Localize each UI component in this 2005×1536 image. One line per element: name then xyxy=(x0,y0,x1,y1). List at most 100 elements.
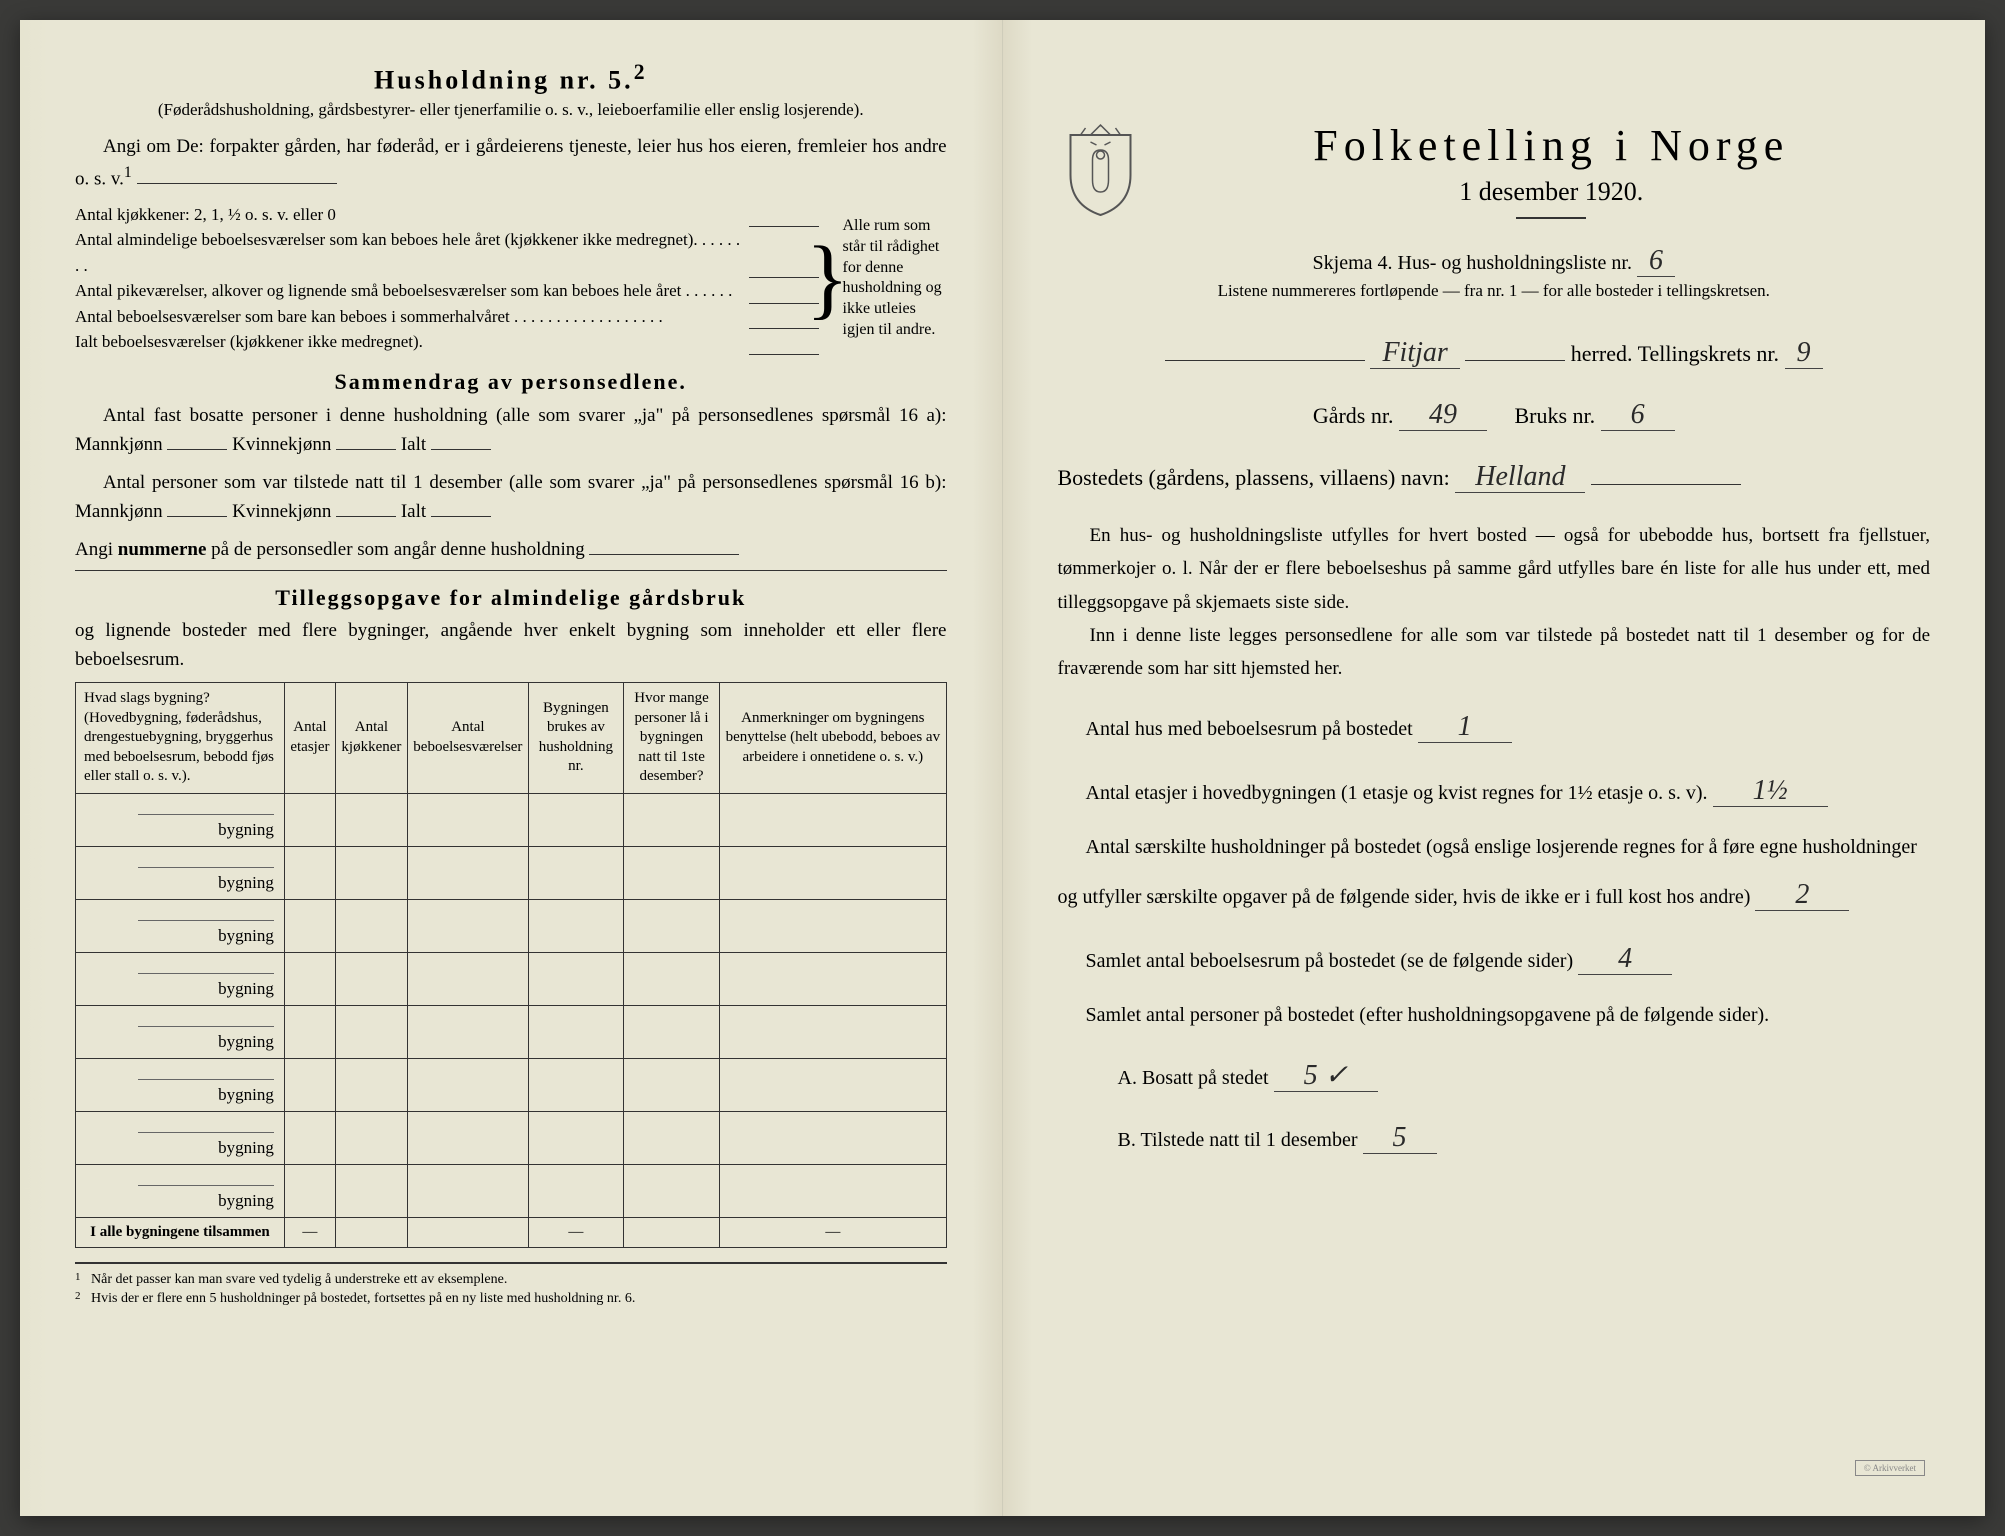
angi-pre: Angi xyxy=(75,539,118,560)
table-row: bygning xyxy=(76,1058,947,1111)
row-cell xyxy=(623,1005,719,1058)
q2-row: Antal etasjer i hovedbygningen (1 etasje… xyxy=(1058,763,1931,819)
sammendrag-2: Antal personer som var tilstede natt til… xyxy=(75,468,947,527)
row-cell xyxy=(528,1005,623,1058)
row-label-cell: bygning xyxy=(76,899,285,952)
gards-value: 49 xyxy=(1399,399,1487,431)
table-row: bygning xyxy=(76,899,947,952)
q5-label: Samlet antal personer på bostedet (efter… xyxy=(1058,995,1931,1035)
document-spread: Husholdning nr. 5.2 (Føderådshusholdning… xyxy=(20,20,1985,1516)
herred-label: herred. Tellingskrets nr. xyxy=(1571,341,1779,366)
row-cell xyxy=(407,1111,528,1164)
q4-label: Samlet antal beboelsesrum på bostedet (s… xyxy=(1086,950,1574,972)
table-row: bygning xyxy=(76,846,947,899)
row-cell xyxy=(528,1111,623,1164)
gards-label: Gårds nr. xyxy=(1313,403,1394,428)
qa-label: A. Bosatt på stedet xyxy=(1118,1067,1269,1089)
ialt-label: Ialt beboelsesværelser (kjøkkener ikke m… xyxy=(75,329,743,355)
sammendrag-1: Antal fast bosatte personer i denne hush… xyxy=(75,401,947,460)
row-cell xyxy=(335,846,407,899)
main-title: Folketelling i Norge xyxy=(1173,120,1931,171)
foot-c3 xyxy=(407,1217,528,1247)
table-row: bygning xyxy=(76,1164,947,1217)
left-intro1: (Føderådshusholdning, gårdsbestyrer- ell… xyxy=(75,100,947,120)
row-cell xyxy=(335,1164,407,1217)
tillegg-sub: og lignende bosteder med flere bygninger… xyxy=(75,617,947,674)
footnotes: 1Når det passer kan man svare ved tydeli… xyxy=(75,1262,947,1309)
s2-ialt: Ialt xyxy=(401,501,426,522)
title-block: Folketelling i Norge 1 desember 1920. xyxy=(1173,120,1931,235)
row-cell xyxy=(407,952,528,1005)
q2-label: Antal etasjer i hovedbygningen (1 etasje… xyxy=(1086,782,1708,804)
row-cell xyxy=(284,899,335,952)
row-cell xyxy=(720,793,946,846)
left-page: Husholdning nr. 5.2 (Føderådshusholdning… xyxy=(20,20,1003,1516)
th-6: Anmerkninger om bygningens benyttelse (h… xyxy=(720,683,946,794)
row-cell xyxy=(284,846,335,899)
q1-value: 1 xyxy=(1418,711,1512,743)
row-cell xyxy=(284,1111,335,1164)
row-cell xyxy=(623,899,719,952)
bruks-label: Bruks nr. xyxy=(1514,403,1595,428)
bosted-value: Helland xyxy=(1455,461,1585,493)
brace-row-1: Antal pikeværelser, alkover og lignende … xyxy=(75,278,819,304)
q1-label: Antal hus med beboelsesrum på bostedet xyxy=(1086,718,1413,740)
footer-label: I alle bygningene tilsammen xyxy=(76,1217,285,1247)
row-label-cell: bygning xyxy=(76,1005,285,1058)
table-row: bygning xyxy=(76,952,947,1005)
row-cell xyxy=(623,1058,719,1111)
brace-block: Antal kjøkkener: 2, 1, ½ o. s. v. eller … xyxy=(75,202,947,355)
left-intro2: Angi om De: forpakter gården, har føderå… xyxy=(75,132,947,194)
qb-value: 5 xyxy=(1363,1122,1437,1154)
foot-c6: — xyxy=(720,1217,946,1247)
s2-text: Antal personer som var tilstede natt til… xyxy=(75,472,947,522)
s2-m xyxy=(167,516,227,517)
skjema-label: Skjema 4. Hus- og husholdningsliste nr. xyxy=(1313,252,1632,274)
herred-row: Fitjar herred. Tellingskrets nr. 9 xyxy=(1058,325,1931,381)
table-body: bygning bygning bygning bygning bygning … xyxy=(76,793,947,1217)
ialt-blank xyxy=(749,329,819,355)
brace-right-text: Alle rum som står til rådighet for denne… xyxy=(837,202,947,355)
s1-k xyxy=(336,449,396,450)
brace-row-2-label: Antal beboelsesværelser som bare kan beb… xyxy=(75,304,743,330)
skjema-value: 6 xyxy=(1637,245,1675,277)
coat-of-arms-icon xyxy=(1058,120,1143,220)
right-page: Folketelling i Norge 1 desember 1920. Sk… xyxy=(1003,20,1986,1516)
row-cell xyxy=(284,1005,335,1058)
row-cell xyxy=(720,952,946,1005)
row-cell xyxy=(528,793,623,846)
fn2-text: Hvis der er flere enn 5 husholdninger på… xyxy=(91,1289,635,1309)
q1-row: Antal hus med beboelsesrum på bostedet 1 xyxy=(1058,699,1931,755)
fn1-text: Når det passer kan man svare ved tydelig… xyxy=(91,1270,507,1290)
tillegg-heading: Tilleggsopgave for almindelige gårdsbruk xyxy=(75,585,947,611)
th-2: Antal kjøkkener xyxy=(335,683,407,794)
row-label-cell: bygning xyxy=(76,952,285,1005)
body-paragraphs: En hus- og husholdningsliste utfylles fo… xyxy=(1058,519,1931,685)
date-line: 1 desember 1920. xyxy=(1173,177,1931,207)
angi-row: Angi nummerne på de personsedler som ang… xyxy=(75,535,947,571)
row-cell xyxy=(335,899,407,952)
foot-c2 xyxy=(335,1217,407,1247)
intro2-sup: 1 xyxy=(124,164,132,181)
row-cell xyxy=(720,1058,946,1111)
row-cell xyxy=(528,899,623,952)
row-cell xyxy=(623,952,719,1005)
gards-row: Gårds nr. 49 Bruks nr. 6 xyxy=(1058,387,1931,443)
q4-value: 4 xyxy=(1578,943,1672,975)
table-row: bygning xyxy=(76,1111,947,1164)
s1-ialt: Ialt xyxy=(401,434,426,455)
s2-k xyxy=(336,516,396,517)
footnote-1: 1Når det passer kan man svare ved tydeli… xyxy=(75,1270,947,1290)
qb-row: B. Tilstede natt til 1 desember 5 xyxy=(1058,1107,1931,1169)
fn1-num: 1 xyxy=(75,1270,91,1290)
row-cell xyxy=(720,1111,946,1164)
table-head: Hvad slags bygning? (Hovedbygning, føder… xyxy=(76,683,947,794)
row-cell xyxy=(720,899,946,952)
archive-stamp: © Arkivverket xyxy=(1855,1460,1925,1476)
qb-label: B. Tilstede natt til 1 desember xyxy=(1118,1129,1358,1151)
row-cell xyxy=(720,1164,946,1217)
ab-block: A. Bosatt på stedet 5 ✓ B. Tilstede natt… xyxy=(1058,1045,1931,1168)
th-1: Antal etasjer xyxy=(284,683,335,794)
intro2-blank xyxy=(137,183,337,184)
row-label-cell: bygning xyxy=(76,1058,285,1111)
